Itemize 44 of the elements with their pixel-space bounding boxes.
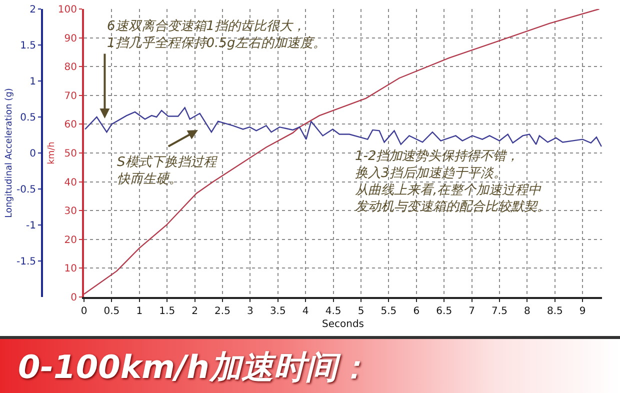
x-tick-label: 4 [302,306,309,317]
y-tick-label: 30 [64,206,77,218]
x-tick-label: 6.5 [436,306,452,317]
y2-tick-label: 1.5 [20,40,36,52]
y-tick-label: 80 [64,62,77,74]
x-tick-label: 8 [524,306,530,317]
x-axis-title: Seconds [322,319,364,330]
annotation: 6速双离合变速箱1挡的齿比很大，1挡几乎全程保持0.5g左右的加速度。 [107,18,326,51]
x-tick-label: 2.5 [214,306,230,317]
y-tick-label: 70 [64,90,77,102]
x-tick-label: 3 [247,306,254,317]
x-tick-label: 1.5 [159,306,176,317]
y-tick-label: 20 [64,234,77,246]
y-tick-label: 60 [64,120,77,131]
x-tick-label: 2 [192,306,198,317]
y2-tick-label: 1 [30,76,36,88]
x-tick-label: 8.5 [546,306,563,317]
y-tick-label: 40 [64,177,77,188]
y2-tick-label: -1 [26,220,36,232]
y2-tick-label: -1.5 [16,256,36,268]
x-tick-label: 0.5 [104,306,120,317]
x-tick-label: 7 [468,306,475,317]
x-tick-label: 5.5 [380,306,397,317]
x-tick-label: 1 [136,306,143,317]
y2-axis-title: Longitudinal Acceleration (g) [4,88,14,218]
y2-tick-label: -0.5 [16,184,36,196]
y-axis-title: km/h [46,142,57,164]
y2-tick-label: 2 [30,4,36,16]
y-tick-label: 10 [64,264,77,275]
text: 0-100km/h加速时间： [18,347,370,388]
x-tick-label: 0 [80,306,88,317]
x-tick-label: 3.5 [270,306,286,317]
y-tick-label: 50 [64,148,77,160]
y-tick-label: 100 [58,4,77,16]
x-tick-label: 7.5 [492,306,508,317]
y-tick-label: 0 [70,292,77,304]
line-series [84,107,602,148]
x-tick-label: 5 [358,306,364,317]
x-tick-label: 9 [579,306,586,317]
x-tick-label: 4.5 [325,306,342,317]
y2-tick-label: 0.5 [20,112,36,124]
y-tick-label: 90 [64,33,77,44]
y2-tick-label: 0 [30,148,36,160]
x-tick-label: 6 [413,306,420,317]
